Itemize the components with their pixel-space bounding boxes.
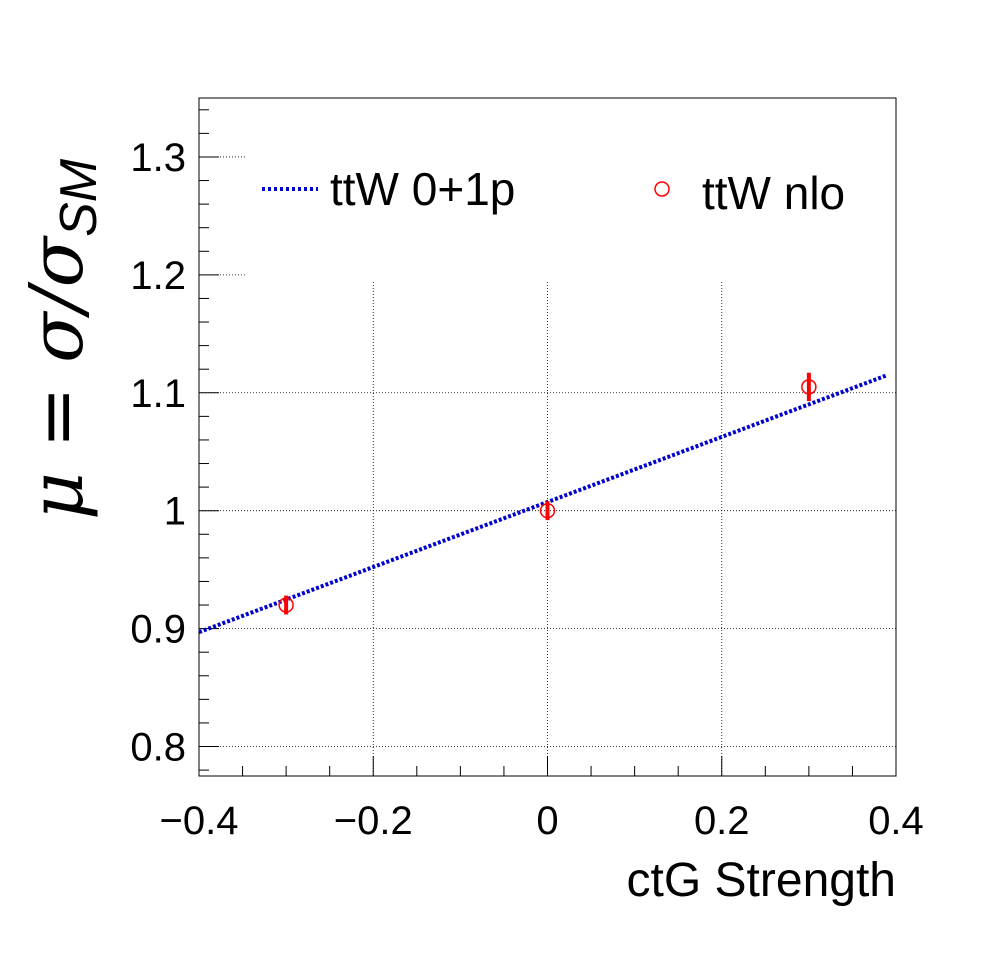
y-axis-title: μ = σ/σSM xyxy=(14,158,108,520)
x-axis-ticks xyxy=(198,756,897,776)
svg-text:μ = σ/σSM: μ = σ/σSM xyxy=(14,158,108,520)
series-ttw-nlo xyxy=(278,372,817,615)
x-tick-label: −0.2 xyxy=(334,799,413,843)
x-tick-label: 0 xyxy=(536,799,558,843)
x-tick-label: −0.4 xyxy=(160,799,239,843)
data-point xyxy=(278,597,294,613)
y-axis-title-subscript: SM xyxy=(50,158,108,237)
series-ttw-0p1p xyxy=(198,373,888,635)
x-tick-label: 0.4 xyxy=(868,799,924,843)
y-tick-label: 0.9 xyxy=(130,608,186,652)
data-point xyxy=(539,502,556,519)
legend-label-ttw-nlo: ttW nlo xyxy=(702,167,845,219)
y-tick-label: 1 xyxy=(164,490,186,534)
x-tick-label: 0.2 xyxy=(694,799,750,843)
x-tick-labels: −0.4 −0.2 0 0.2 0.4 xyxy=(160,799,924,843)
legend-circle-marker xyxy=(654,181,670,197)
grid-lines xyxy=(199,156,896,776)
y-tick-labels: 0.8 0.9 1 1.1 1.2 1.3 xyxy=(130,136,186,770)
x-axis-title: ctG Strength xyxy=(627,854,896,907)
line-ttw-0p1p xyxy=(198,373,888,635)
legend: ttW 0+1p ttW nlo xyxy=(262,163,845,219)
y-tick-label: 0.8 xyxy=(130,726,186,770)
y-axis-ticks xyxy=(199,109,219,771)
y-tick-label: 1.3 xyxy=(130,136,186,180)
legend-label-ttw-0p1p: ttW 0+1p xyxy=(330,163,515,215)
y-axis-title-main: μ = σ/σ xyxy=(14,234,100,520)
y-tick-label: 1.2 xyxy=(130,254,186,298)
y-tick-label: 1.1 xyxy=(130,372,186,416)
data-point xyxy=(801,379,817,395)
